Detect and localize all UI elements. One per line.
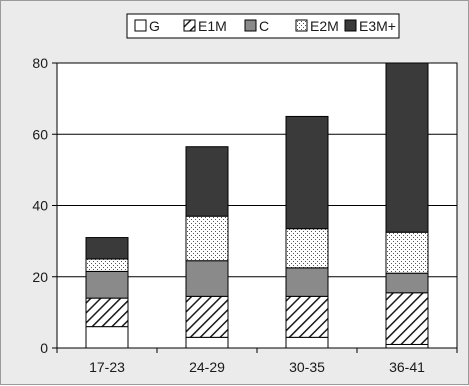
bar-17-23-E3M+ [85, 237, 129, 260]
x-tick-label-36-41: 36-41 [389, 359, 425, 375]
legend: G E1M C E2M E3M+ [126, 13, 400, 39]
bar-24-29-C [185, 260, 229, 297]
bar-36-41-C [385, 272, 429, 294]
bar-36-41-E2M [385, 231, 429, 274]
legend-label-E1M: E1M [198, 18, 227, 34]
x-tick-label-24-29: 24-29 [189, 359, 225, 375]
legend-swatch-C [244, 19, 257, 32]
x-tick-label-30-35: 30-35 [289, 359, 325, 375]
legend-label-G: G [149, 18, 160, 34]
bar-17-23-G [85, 326, 129, 349]
y-tick-label-40: 40 [32, 198, 48, 214]
bar-36-41-G [385, 343, 429, 349]
bar-30-35-E3M+ [285, 115, 329, 230]
legend-swatch-E1M [183, 19, 196, 32]
bar-30-35-E1M [285, 295, 329, 338]
legend-swatch-E3M+ [344, 19, 357, 32]
bar-24-29-E2M [185, 215, 229, 262]
bar-30-35-C [285, 267, 329, 297]
legend-label-E2M: E2M [310, 18, 339, 34]
legend-swatch-G [134, 19, 147, 32]
bar-24-29-G [185, 336, 229, 349]
bars [85, 62, 429, 349]
bar-17-23-E1M [85, 297, 129, 328]
axes: 0 20 40 60 80 17-23 24-29 30-35 36-41 [32, 55, 458, 375]
bar-30-35-E2M [285, 228, 329, 269]
y-tick-label-60: 60 [32, 126, 48, 142]
bar-36-41-E1M [385, 292, 429, 345]
bar-36-41-E3M+ [385, 62, 429, 233]
bar-17-23-C [85, 270, 129, 299]
bar-24-29-E1M [185, 295, 229, 338]
x-tick-label-17-23: 17-23 [89, 359, 125, 375]
y-tick-label-20: 20 [32, 269, 48, 285]
bar-30-35-G [285, 336, 329, 349]
bar-17-23-E2M [85, 258, 129, 272]
legend-swatch-E2M [295, 19, 308, 32]
y-tick-label-80: 80 [32, 55, 48, 71]
legend-label-C: C [259, 18, 269, 34]
legend-label-E3M+: E3M+ [359, 18, 396, 34]
y-tick-label-0: 0 [40, 340, 48, 356]
bar-24-29-E3M+ [185, 146, 229, 217]
